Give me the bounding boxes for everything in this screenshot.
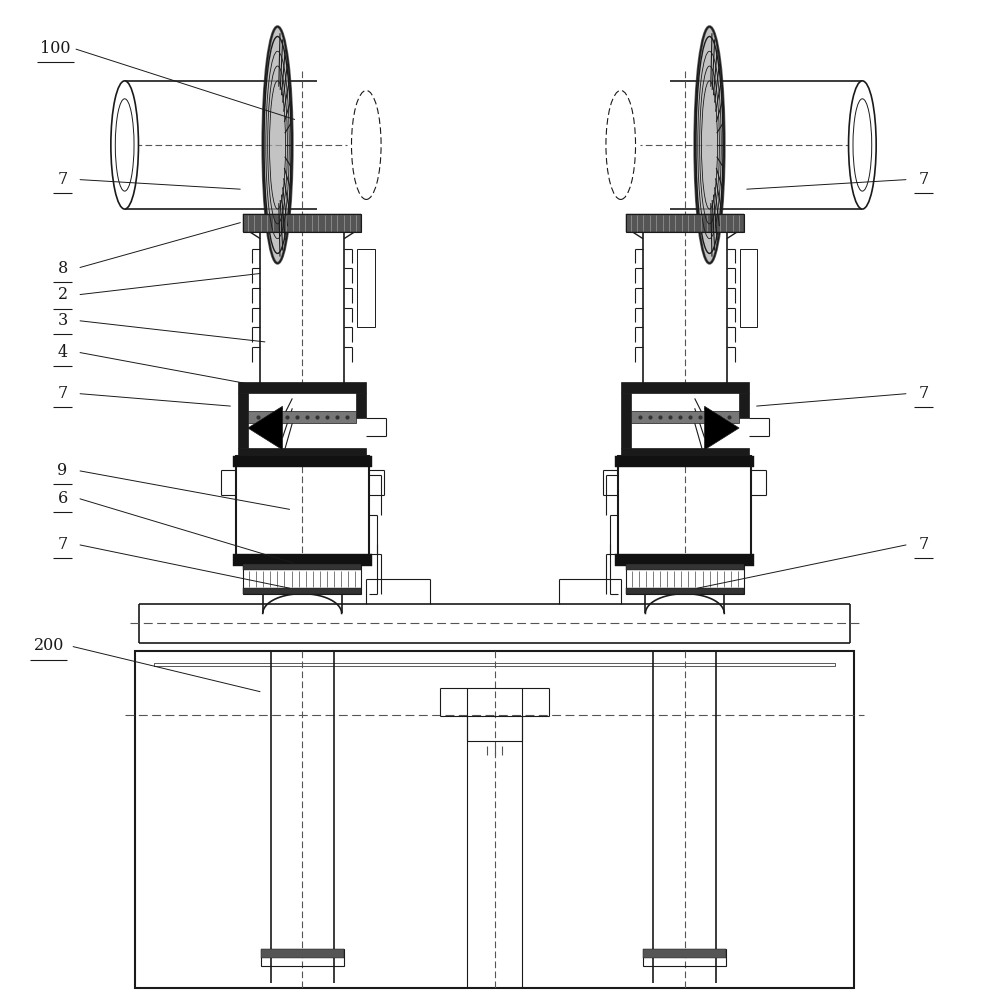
- Bar: [243, 214, 361, 232]
- Text: 9: 9: [57, 462, 67, 479]
- Bar: [238, 393, 248, 448]
- Bar: [238, 448, 366, 458]
- Bar: [615, 456, 755, 467]
- Ellipse shape: [853, 99, 871, 191]
- Text: 7: 7: [919, 385, 929, 402]
- Ellipse shape: [263, 27, 293, 263]
- Bar: [243, 564, 361, 594]
- Bar: [739, 393, 749, 418]
- Bar: [626, 564, 744, 570]
- Bar: [621, 382, 749, 393]
- Bar: [631, 411, 739, 423]
- Text: 2: 2: [57, 286, 67, 303]
- Bar: [235, 456, 369, 564]
- Text: 3: 3: [57, 312, 67, 329]
- Bar: [740, 249, 758, 327]
- Bar: [243, 588, 361, 594]
- Bar: [357, 249, 375, 327]
- Ellipse shape: [111, 81, 138, 209]
- Text: 7: 7: [919, 536, 929, 553]
- Bar: [135, 651, 854, 988]
- Bar: [621, 448, 749, 458]
- Bar: [626, 214, 744, 232]
- Text: 8: 8: [57, 260, 67, 277]
- Ellipse shape: [694, 27, 724, 263]
- Polygon shape: [704, 406, 739, 450]
- Text: 7: 7: [57, 536, 67, 553]
- Text: 4: 4: [57, 344, 67, 361]
- Bar: [238, 382, 366, 393]
- Bar: [232, 456, 372, 467]
- Bar: [243, 564, 361, 570]
- Bar: [154, 663, 835, 666]
- Bar: [232, 554, 372, 566]
- Bar: [356, 393, 366, 418]
- Bar: [248, 411, 356, 423]
- Bar: [626, 564, 744, 594]
- Bar: [243, 214, 361, 232]
- Bar: [644, 949, 726, 966]
- Bar: [261, 949, 343, 958]
- Bar: [626, 214, 744, 232]
- Bar: [618, 456, 752, 564]
- Text: 7: 7: [57, 385, 67, 402]
- Text: 100: 100: [41, 40, 71, 57]
- Text: 7: 7: [57, 171, 67, 188]
- Bar: [615, 554, 755, 566]
- Bar: [626, 588, 744, 594]
- Ellipse shape: [849, 81, 876, 209]
- Bar: [261, 949, 343, 966]
- Bar: [621, 393, 631, 448]
- Polygon shape: [248, 406, 283, 450]
- Text: 7: 7: [919, 171, 929, 188]
- Text: 6: 6: [57, 490, 67, 507]
- Bar: [644, 949, 726, 958]
- Text: 200: 200: [34, 637, 64, 654]
- Ellipse shape: [116, 99, 135, 191]
